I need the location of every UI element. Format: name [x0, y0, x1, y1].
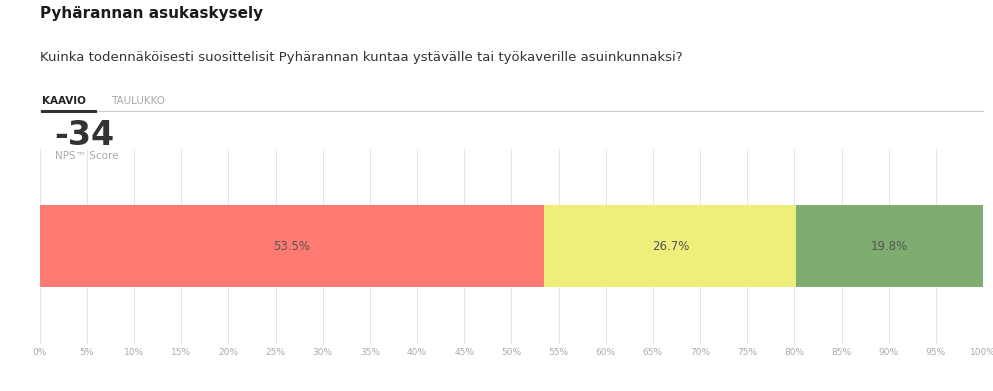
Text: KAAVIO: KAAVIO — [42, 96, 85, 106]
Text: Kuinka todennäköisesti suosittelisit Pyhärannan kuntaa ystävälle tai työkaverill: Kuinka todennäköisesti suosittelisit Pyh… — [40, 51, 682, 64]
Text: Pyhärannan asukaskysely: Pyhärannan asukaskysely — [40, 6, 263, 21]
Text: 26.7%: 26.7% — [651, 240, 689, 253]
Text: NPS™ Score: NPS™ Score — [55, 151, 118, 161]
Bar — [544, 205, 796, 287]
Bar — [796, 205, 983, 287]
Text: 19.8%: 19.8% — [871, 240, 909, 253]
Text: TAULUKKO: TAULUKKO — [111, 96, 165, 106]
Text: -34: -34 — [55, 119, 115, 152]
Bar — [40, 205, 544, 287]
Text: 53.5%: 53.5% — [273, 240, 311, 253]
